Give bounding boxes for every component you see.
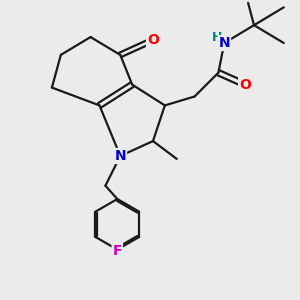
Text: N: N (115, 149, 126, 163)
Text: O: O (239, 78, 251, 92)
Text: H: H (212, 31, 222, 44)
Text: N: N (218, 36, 230, 50)
Text: F: F (112, 244, 122, 258)
Text: O: O (147, 33, 159, 47)
